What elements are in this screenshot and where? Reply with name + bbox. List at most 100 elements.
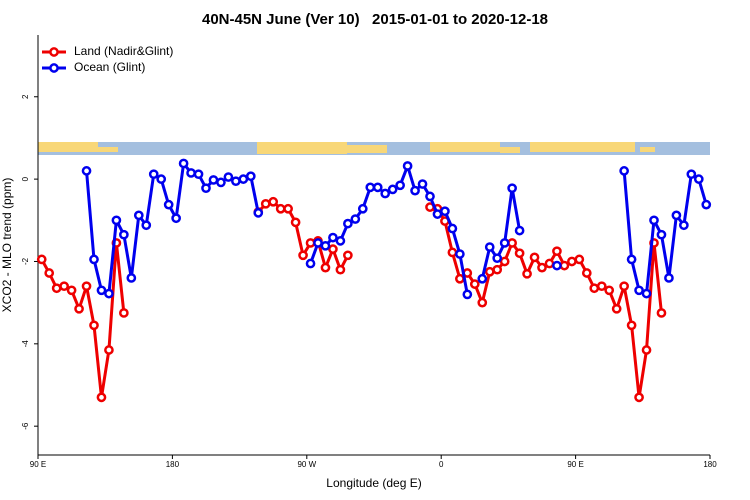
point: [634, 285, 644, 296]
point: [484, 266, 495, 277]
x-tick-label: 90 E: [30, 460, 46, 469]
point: [671, 210, 682, 221]
point: [447, 247, 458, 258]
point: [253, 208, 264, 218]
point: [81, 281, 92, 292]
point: [104, 288, 114, 299]
point: [567, 256, 577, 267]
x-tick-label: 0: [439, 460, 444, 469]
x-tick-label: 180: [166, 460, 180, 469]
point: [44, 268, 55, 278]
point: [36, 254, 47, 265]
point: [679, 220, 689, 231]
point: [664, 273, 674, 283]
point: [201, 183, 211, 194]
point: [656, 229, 667, 240]
point: [335, 236, 346, 246]
point: [89, 254, 99, 265]
point: [74, 303, 84, 314]
x-tick-label: 180: [703, 460, 717, 469]
point: [335, 264, 346, 275]
point: [649, 215, 659, 226]
point: [574, 254, 585, 265]
point: [133, 210, 144, 221]
point: [343, 218, 353, 229]
point: [492, 253, 503, 264]
legend-label: Land (Nadir&Glint): [74, 44, 173, 58]
point: [275, 203, 286, 214]
y-axis-label: XCO2 - MLO trend (ppm): [0, 178, 14, 313]
point: [260, 198, 271, 209]
point: [357, 203, 368, 214]
point: [499, 256, 510, 267]
point: [417, 179, 428, 189]
point: [626, 254, 637, 265]
point: [148, 169, 159, 180]
y-tick-label: -4: [21, 340, 30, 348]
point: [686, 169, 697, 180]
point: [559, 260, 570, 271]
point: [51, 283, 62, 294]
point: [611, 303, 622, 314]
point: [350, 214, 361, 224]
point: [171, 213, 181, 224]
point: [469, 279, 480, 289]
point: [656, 308, 667, 318]
point: [410, 185, 420, 196]
point: [484, 242, 495, 252]
point: [589, 283, 600, 294]
y-tick-label: 2: [21, 94, 30, 99]
point: [238, 174, 249, 184]
point: [320, 262, 331, 273]
point: [320, 240, 331, 251]
point: [372, 182, 383, 193]
point: [365, 182, 376, 193]
point: [81, 166, 92, 176]
point: [522, 268, 532, 279]
point: [283, 203, 293, 214]
point: [507, 238, 517, 248]
point: [477, 273, 488, 284]
point: [455, 249, 465, 259]
point: [641, 345, 652, 355]
point: [537, 262, 547, 273]
point: [89, 320, 99, 331]
point: [245, 171, 256, 182]
point: [96, 285, 107, 296]
point: [552, 260, 562, 271]
point: [462, 289, 473, 300]
y-tick-label: -6: [21, 422, 30, 430]
point: [343, 250, 353, 261]
point: [223, 172, 234, 182]
point: [693, 174, 704, 184]
point: [440, 206, 450, 217]
point: [313, 238, 323, 248]
point: [447, 223, 458, 234]
point: [290, 217, 301, 228]
point: [641, 288, 652, 299]
point: [186, 168, 196, 178]
point: [298, 250, 308, 261]
point: [432, 209, 443, 219]
point: [305, 238, 316, 248]
point: [477, 297, 488, 308]
point: [499, 238, 510, 248]
point: [395, 180, 405, 191]
point: [208, 175, 219, 185]
y-tick-label: -2: [21, 257, 30, 265]
point: [619, 166, 629, 176]
x-tick-label: 90 E: [567, 460, 583, 469]
point: [104, 345, 114, 355]
point: [126, 273, 137, 283]
point: [305, 258, 316, 269]
series-line: [40, 200, 663, 399]
point: [66, 285, 77, 296]
x-tick-label: 90 W: [297, 460, 316, 469]
point: [529, 252, 540, 263]
point: [216, 177, 226, 188]
point: [581, 268, 592, 278]
point: [425, 191, 435, 202]
point: [163, 199, 174, 210]
point: [514, 248, 525, 259]
